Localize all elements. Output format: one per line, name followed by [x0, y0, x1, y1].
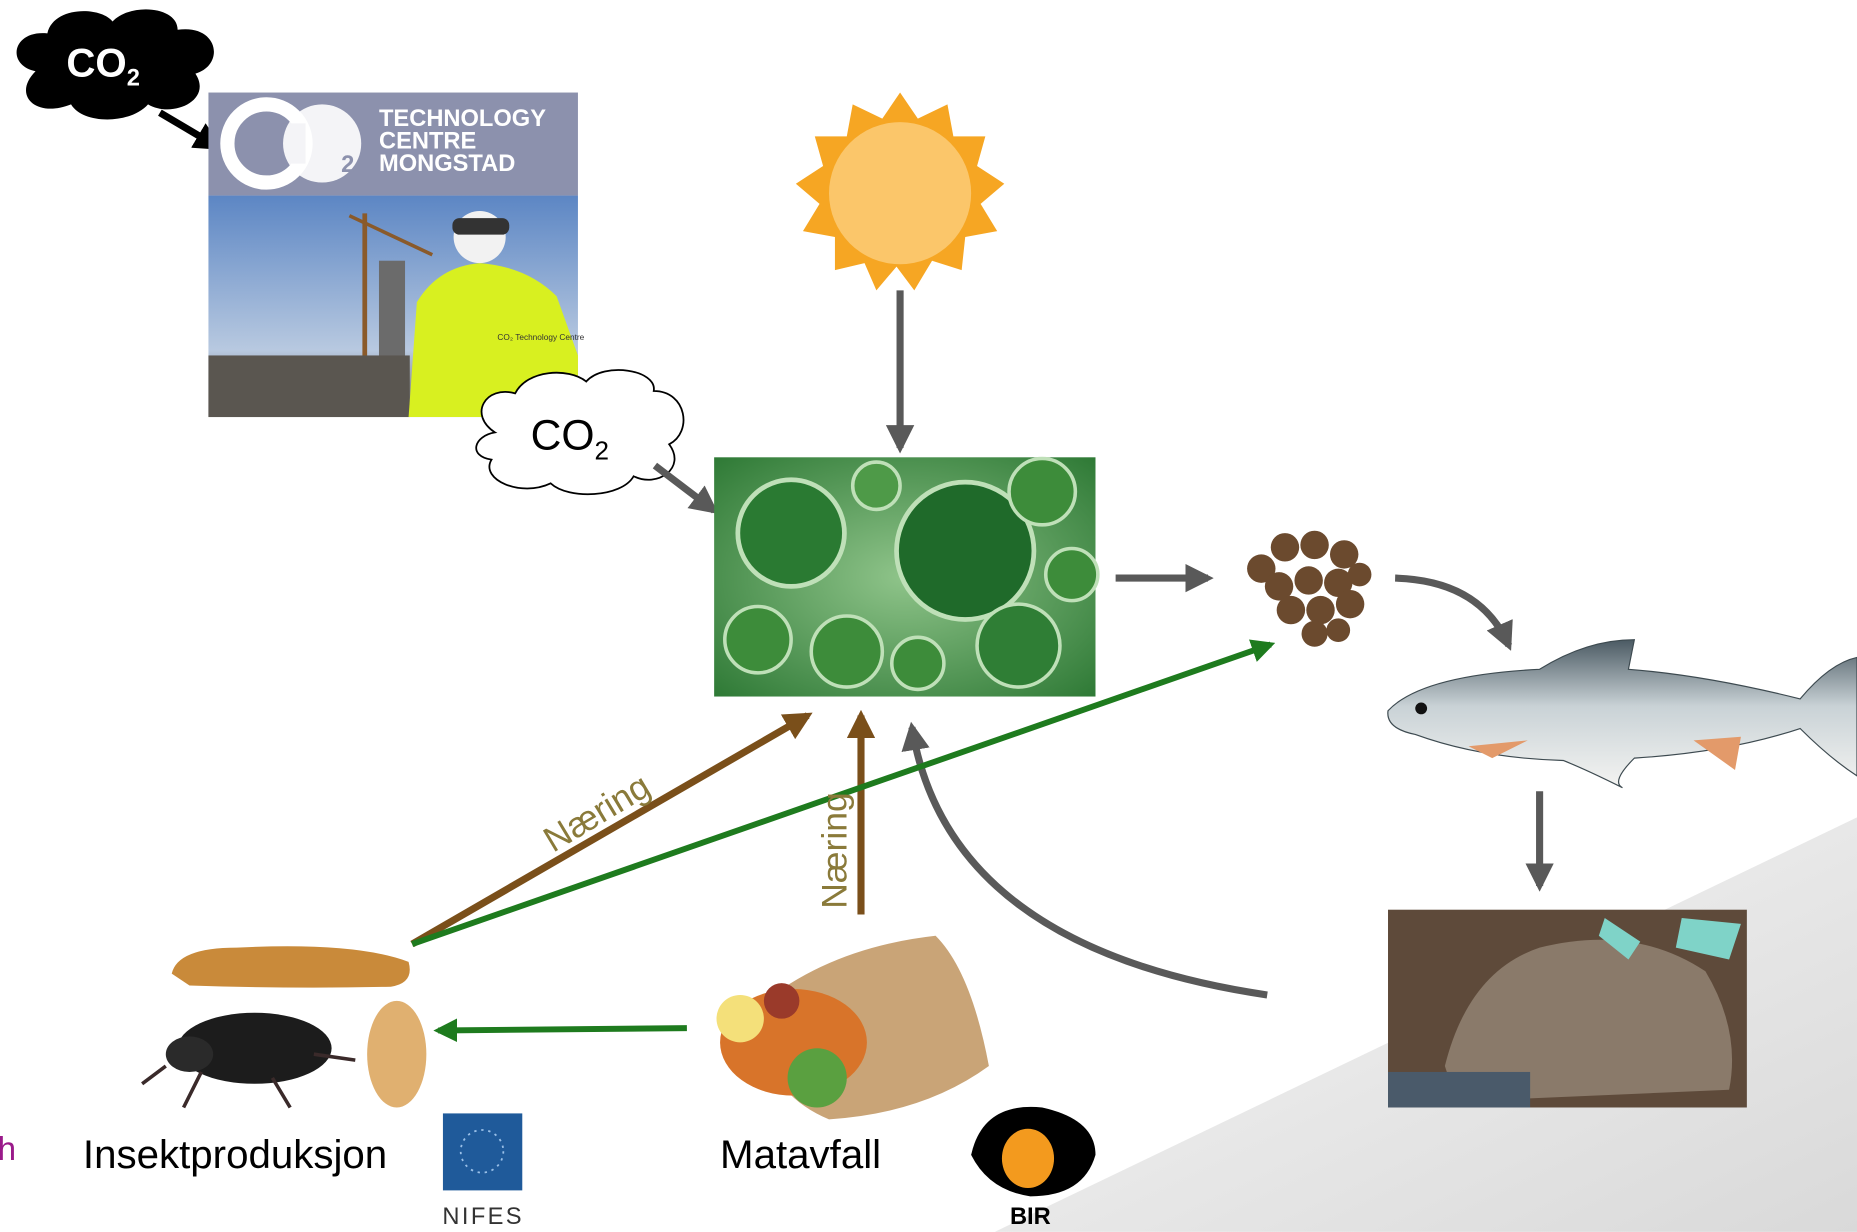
- logo-text: BIR: [1010, 1204, 1051, 1230]
- diagram: CO2 2 TECHNOLOGY CENTRE MONGSTAD CO₂ Tec…: [0, 0, 1857, 1232]
- salmon: [1388, 640, 1857, 788]
- co2-cloud-top: CO2: [17, 9, 214, 119]
- insects-image: [142, 946, 426, 1107]
- sun: [796, 93, 1004, 291]
- label: Insektproduksjon: [83, 1132, 387, 1177]
- feed-pellets: [1247, 531, 1371, 647]
- arrow: [912, 727, 1267, 995]
- logo-text: NIFES: [442, 1204, 524, 1230]
- compost-image: [1388, 910, 1747, 1108]
- edge-text: h: [0, 1131, 16, 1168]
- arrow-label: Næring: [815, 792, 855, 908]
- arrow: [438, 1028, 687, 1030]
- page: { "co2_cloud_top": {"main": "CO", "sub":…: [0, 0, 1857, 1232]
- algae-image: [714, 457, 1098, 696]
- arrow: [1395, 578, 1509, 646]
- arrow: [655, 466, 714, 511]
- logo-line: MONGSTAD: [379, 151, 515, 177]
- logo-sub: 2: [341, 152, 354, 178]
- label: Matavfall: [720, 1132, 881, 1177]
- nifes-logo: NIFES: [442, 1113, 524, 1229]
- food-waste-image: [717, 936, 989, 1120]
- tcm-panel: 2 TECHNOLOGY CENTRE MONGSTAD CO₂ Technol…: [208, 93, 584, 418]
- jacket-text: CO₂ Technology Centre: [497, 332, 584, 342]
